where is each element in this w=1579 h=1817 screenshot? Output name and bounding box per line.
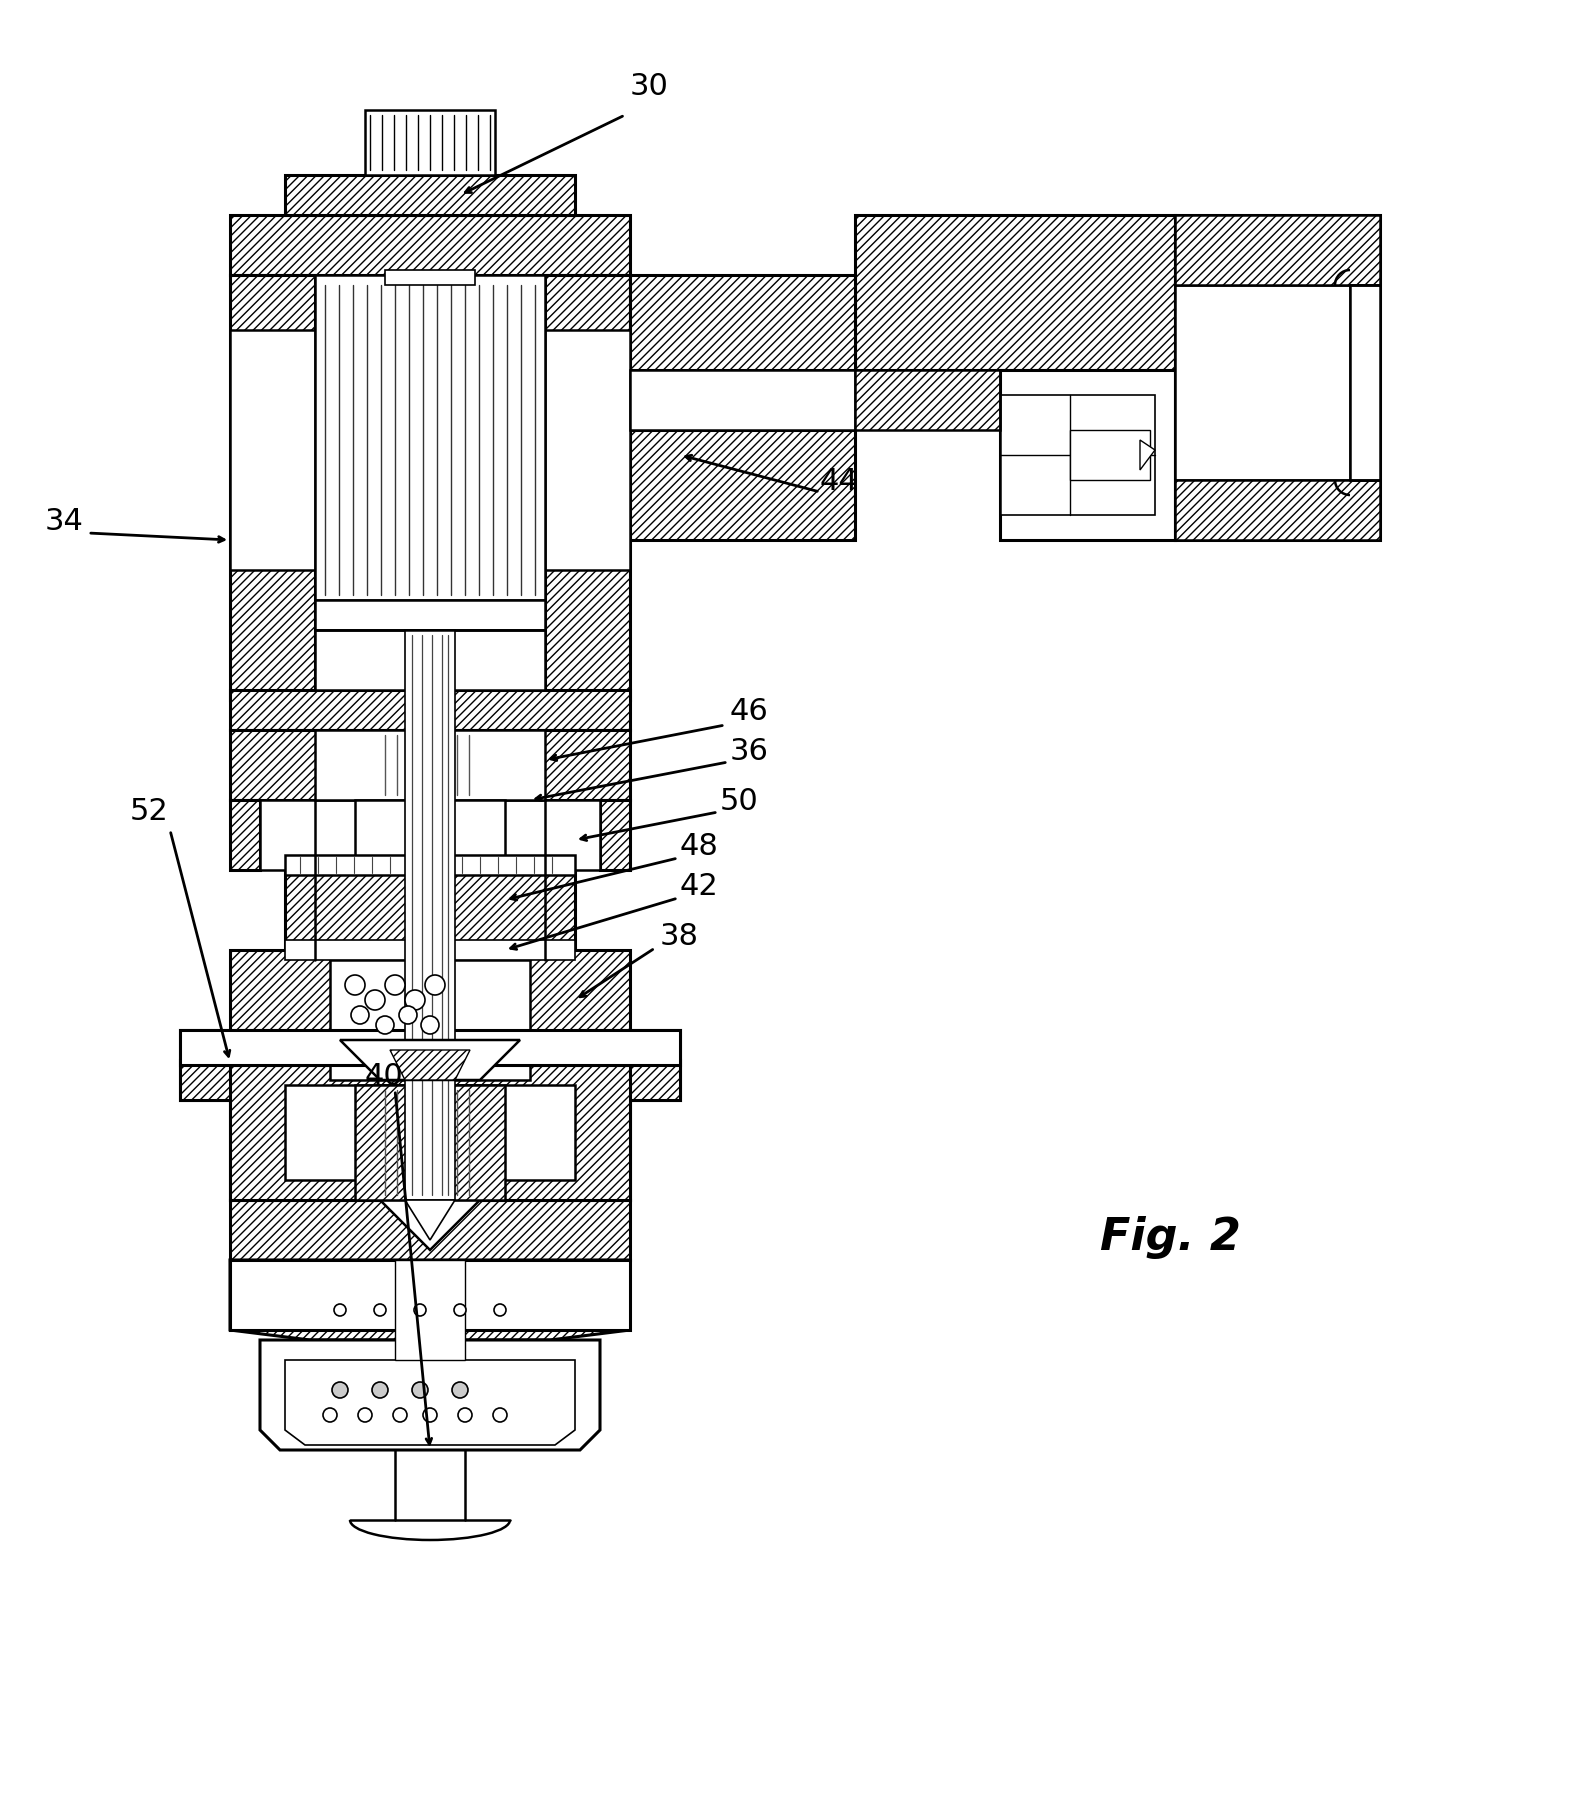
Polygon shape	[314, 274, 545, 600]
Polygon shape	[545, 274, 630, 700]
Text: 34: 34	[44, 507, 84, 536]
Polygon shape	[284, 1085, 575, 1179]
Bar	[231, 1259, 630, 1330]
Polygon shape	[404, 630, 455, 1199]
Polygon shape	[1175, 214, 1380, 540]
Circle shape	[335, 1305, 346, 1316]
Polygon shape	[330, 1039, 531, 1079]
Polygon shape	[630, 431, 854, 540]
Text: 50: 50	[720, 787, 759, 816]
Circle shape	[494, 1305, 505, 1316]
Polygon shape	[1071, 431, 1150, 480]
Polygon shape	[261, 1339, 600, 1450]
Text: 36: 36	[729, 738, 769, 767]
Text: 40: 40	[365, 1061, 404, 1090]
Polygon shape	[630, 371, 854, 431]
Polygon shape	[545, 331, 630, 571]
Polygon shape	[284, 1199, 575, 1259]
Polygon shape	[314, 600, 545, 630]
Polygon shape	[390, 1050, 471, 1079]
Polygon shape	[231, 1039, 284, 1199]
Polygon shape	[231, 690, 630, 730]
Text: 52: 52	[129, 798, 169, 827]
Circle shape	[373, 1383, 388, 1397]
Polygon shape	[630, 274, 854, 371]
Circle shape	[458, 1408, 472, 1423]
Polygon shape	[231, 799, 261, 870]
Circle shape	[404, 990, 425, 1010]
Polygon shape	[284, 1359, 575, 1445]
Circle shape	[332, 1383, 347, 1397]
Polygon shape	[231, 1199, 630, 1259]
Polygon shape	[231, 331, 314, 571]
Polygon shape	[355, 799, 505, 870]
Polygon shape	[355, 1085, 505, 1199]
Polygon shape	[231, 1259, 630, 1339]
Circle shape	[414, 1305, 426, 1316]
Text: 44: 44	[820, 467, 859, 496]
Polygon shape	[231, 1065, 630, 1199]
Polygon shape	[381, 1199, 480, 1250]
Circle shape	[385, 976, 404, 996]
Polygon shape	[339, 1039, 519, 1079]
Text: 38: 38	[660, 921, 699, 950]
Circle shape	[493, 1408, 507, 1423]
Polygon shape	[231, 950, 630, 1039]
Polygon shape	[284, 939, 575, 959]
Polygon shape	[404, 1199, 455, 1239]
Circle shape	[376, 1016, 395, 1034]
Text: 48: 48	[681, 832, 718, 861]
Polygon shape	[261, 799, 600, 870]
Polygon shape	[1175, 480, 1380, 540]
Polygon shape	[575, 1039, 630, 1199]
Polygon shape	[1000, 371, 1175, 540]
Circle shape	[423, 1408, 437, 1423]
Circle shape	[358, 1408, 373, 1423]
Circle shape	[365, 990, 385, 1010]
Polygon shape	[284, 1039, 575, 1085]
Text: 42: 42	[681, 872, 718, 901]
Circle shape	[425, 976, 445, 996]
Polygon shape	[600, 799, 630, 870]
Circle shape	[393, 1408, 407, 1423]
Text: 46: 46	[729, 698, 769, 727]
Circle shape	[452, 1383, 467, 1397]
Circle shape	[324, 1408, 336, 1423]
Polygon shape	[1350, 285, 1380, 480]
Polygon shape	[314, 730, 545, 799]
Circle shape	[399, 1007, 417, 1025]
Polygon shape	[365, 111, 494, 174]
Polygon shape	[284, 870, 575, 950]
Polygon shape	[314, 630, 545, 690]
Polygon shape	[1000, 394, 1154, 514]
Polygon shape	[1140, 440, 1154, 471]
Polygon shape	[330, 959, 531, 1039]
Circle shape	[422, 1016, 439, 1034]
Text: Fig. 2: Fig. 2	[1101, 1216, 1241, 1259]
Polygon shape	[575, 1030, 681, 1099]
Polygon shape	[284, 174, 575, 214]
Polygon shape	[854, 371, 1000, 431]
Polygon shape	[385, 271, 475, 285]
Polygon shape	[284, 856, 575, 876]
Polygon shape	[854, 214, 1175, 371]
Polygon shape	[395, 1259, 464, 1359]
Circle shape	[412, 1383, 428, 1397]
Polygon shape	[180, 1030, 681, 1065]
Circle shape	[455, 1305, 466, 1316]
Polygon shape	[231, 274, 314, 700]
Polygon shape	[231, 214, 630, 274]
Text: 30: 30	[630, 73, 669, 102]
Polygon shape	[180, 1030, 284, 1099]
Circle shape	[351, 1007, 369, 1025]
Polygon shape	[381, 1085, 480, 1199]
Polygon shape	[231, 730, 630, 799]
Polygon shape	[1175, 285, 1350, 480]
Circle shape	[374, 1305, 385, 1316]
Polygon shape	[180, 1059, 681, 1099]
Polygon shape	[1175, 214, 1380, 285]
Circle shape	[344, 976, 365, 996]
